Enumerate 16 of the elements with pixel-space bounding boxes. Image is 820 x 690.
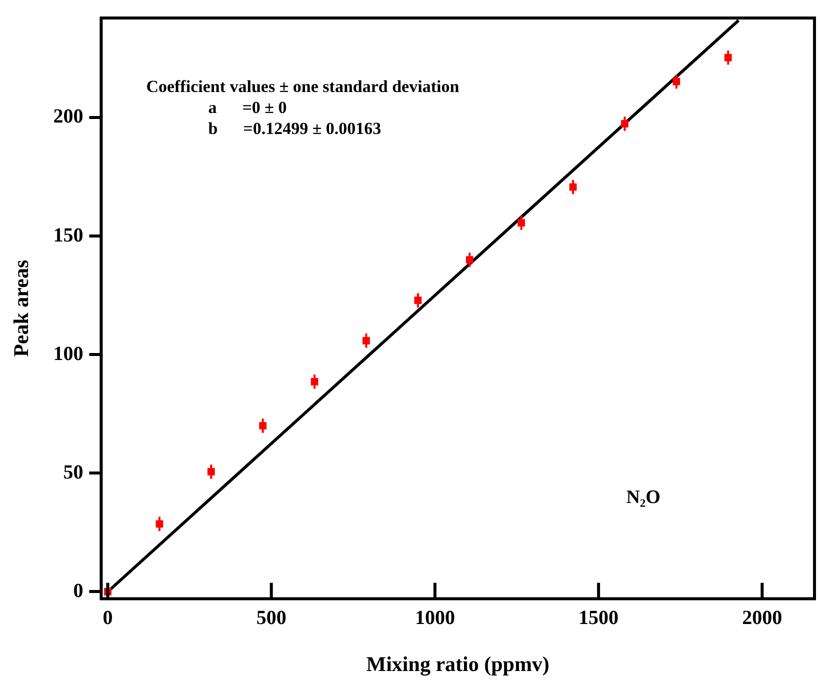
annotation: a =0 ± 0	[208, 98, 287, 117]
x-tick-label: 1000	[414, 606, 455, 629]
annotation: N₂O	[626, 487, 660, 508]
y-tick-label: 100	[53, 342, 84, 365]
y-tick-label: 200	[53, 106, 84, 128]
x-tick-label: 0	[102, 606, 113, 629]
x-tick-label: 2000	[742, 606, 782, 629]
annotation: Coefficient values ± one standard deviation	[146, 77, 460, 96]
y-tick-label: 50	[63, 461, 84, 484]
x-tick-label: 1500	[578, 606, 619, 629]
y-axis-title: Peak areas	[9, 260, 34, 357]
x-axis-title: Mixing ratio (ppmv)	[366, 652, 550, 676]
y-tick-label: 0	[73, 580, 84, 602]
annotation: b =0.12499 ± 0.00163	[208, 119, 382, 138]
x-tick-label: 500	[256, 606, 286, 629]
y-tick-label: 150	[53, 224, 84, 246]
